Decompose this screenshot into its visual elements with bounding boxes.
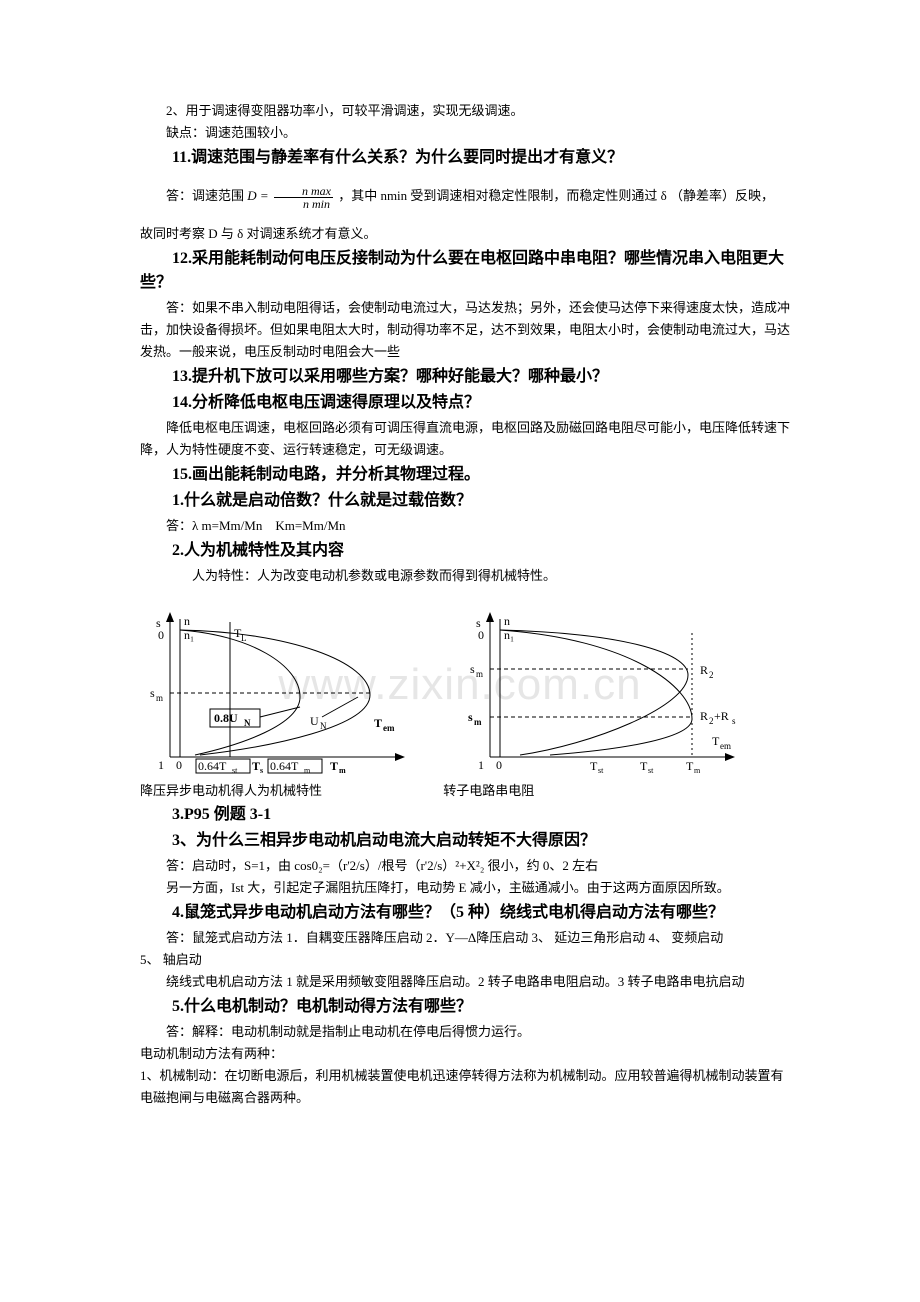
heading-b1: 1.什么就是启动倍数？什么就是过载倍数？ xyxy=(140,489,790,513)
svg-text:T: T xyxy=(640,759,648,773)
svg-text:1: 1 xyxy=(158,758,164,772)
heading-b2: 2.人为机械特性及其内容 xyxy=(140,539,790,563)
svg-text:U: U xyxy=(310,714,319,728)
svg-text:N: N xyxy=(244,718,251,728)
answer-b3a: 答：启动时，S=1，由 cos0₂=（r'2/s）/根号（r'2/s）²+X²₂… xyxy=(140,855,790,877)
svg-text:0.64T: 0.64T xyxy=(198,759,227,773)
paragraph: 缺点：调速范围较小。 xyxy=(140,122,790,144)
svg-text:2: 2 xyxy=(709,716,714,726)
charts-row: s n n₁ 0 TL sm 0.8UN xyxy=(140,597,790,777)
caption-right: 转子电路串电阻 xyxy=(443,781,534,801)
answer-11a: 答：调速范围 D = n max n min ，其中 nmin 受到调速相对稳定… xyxy=(140,183,790,210)
answer-b2: 人为特性：人为改变电动机参数或电源参数而得到得机械特性。 xyxy=(140,565,790,587)
svg-text:0: 0 xyxy=(478,628,484,642)
svg-text:em: em xyxy=(383,723,395,733)
answer-b3b: 另一方面，Ist 大，引起定子漏阻抗压降打，电动势 E 减小，主磁通减小。由于这… xyxy=(140,877,790,899)
fraction: n max n min xyxy=(274,185,333,210)
heading-b4: 4.鼠笼式异步电动机启动方法有哪些？（5 种）绕线式电机得启动方法有哪些？ xyxy=(140,901,790,925)
svg-text:T: T xyxy=(374,716,382,730)
svg-text:T: T xyxy=(712,734,720,748)
svg-text:2: 2 xyxy=(709,670,714,680)
svg-text:s: s xyxy=(732,716,736,726)
svg-text:+R: +R xyxy=(714,709,729,723)
svg-text:T: T xyxy=(252,759,260,773)
answer-b4b: 绕线式电机启动方法 1 就是采用频敏变阻器降压启动。2 转子电路串电阻启动。3 … xyxy=(140,971,790,993)
answer-14: 降低电枢电压调速，电枢回路必须有可调压得直流电源，电枢回路及励磁回路电阻尽可能小… xyxy=(140,417,790,461)
heading-11: 11.调速范围与静差率有什么关系？为什么要同时提出才有意义？ xyxy=(140,146,790,170)
svg-text:m: m xyxy=(339,766,346,775)
answer-b1: 答：λ m=Mm/Mn Km=Mm/Mn xyxy=(140,515,790,537)
svg-text:0: 0 xyxy=(158,628,164,642)
numerator: n max xyxy=(274,185,333,198)
answer-b5b: 电动机制动方法有两种： xyxy=(140,1043,790,1065)
svg-text:st: st xyxy=(232,766,238,775)
svg-text:em: em xyxy=(720,741,731,751)
svg-text:s: s xyxy=(468,710,473,724)
answer-b4a: 答：鼠笼式启动方法 1．自耦变压器降压启动 2．Y—Δ降压启动 3、 延边三角形… xyxy=(140,927,790,949)
svg-text:0.8U: 0.8U xyxy=(214,711,238,725)
svg-text:m: m xyxy=(476,669,483,679)
document-content: 2、用于调速得变阻器功率小，可较平滑调速，实现无级调速。 缺点：调速范围较小。 … xyxy=(140,100,790,1109)
formula-D: D = xyxy=(247,188,268,203)
caption-left: 降压异步电动机得人为机械特性 xyxy=(140,781,440,801)
svg-text:st: st xyxy=(648,766,654,775)
answer-b5a: 答：解释：电动机制动就是指制止电动机在停电后得惯力运行。 xyxy=(140,1021,790,1043)
svg-text:N: N xyxy=(320,721,327,731)
text: ，其中 nmin 受到调速相对稳定性限制，而稳定性则通过 δ （静差率）反映， xyxy=(338,188,774,203)
svg-text:T: T xyxy=(590,759,598,773)
svg-text:1: 1 xyxy=(478,758,484,772)
svg-text:R: R xyxy=(700,709,708,723)
svg-text:s: s xyxy=(470,662,475,676)
answer-b4a2: 5、 轴启动 xyxy=(140,949,790,971)
svg-text:0.64T: 0.64T xyxy=(270,759,299,773)
svg-text:0: 0 xyxy=(176,758,182,772)
svg-text:st: st xyxy=(598,766,604,775)
heading-b3a: 3.P95 例题 3-1 xyxy=(140,803,790,827)
chart-captions: 降压异步电动机得人为机械特性 转子电路串电阻 xyxy=(140,781,790,801)
heading-b3b: 3、为什么三相异步电动机启动电流大启动转矩不大得原因？ xyxy=(140,829,790,853)
heading-b5: 5.什么电机制动？电机制动得方法有哪些？ xyxy=(140,995,790,1019)
chart-right: s n n₁ 0 sm R2 sm R2 xyxy=(460,597,750,777)
svg-text:m: m xyxy=(474,717,482,727)
heading-14: 14.分析降低电枢电压调速得原理以及特点？ xyxy=(140,391,790,415)
svg-text:s: s xyxy=(150,686,155,700)
svg-text:T: T xyxy=(686,759,694,773)
svg-text:m: m xyxy=(694,766,701,775)
heading-12: 12.采用能耗制动何电压反接制动为什么要在电枢回路中串电阻？哪些情况串入电阻更大… xyxy=(140,247,790,295)
denominator: n min xyxy=(274,198,333,210)
svg-text:0: 0 xyxy=(496,758,502,772)
svg-text:m: m xyxy=(304,766,311,775)
answer-11b: 故同时考察 D 与 δ 对调速系统才有意义。 xyxy=(140,223,790,245)
paragraph: 2、用于调速得变阻器功率小，可较平滑调速，实现无级调速。 xyxy=(140,100,790,122)
answer-b5c: 1、机械制动：在切断电源后，利用机械装置使电机迅速停转得方法称为机械制动。应用较… xyxy=(140,1065,790,1109)
svg-text:n: n xyxy=(504,614,510,628)
heading-13: 13.提升机下放可以采用哪些方案？哪种好能最大？哪种最小？ xyxy=(140,365,790,389)
svg-text:m: m xyxy=(156,693,163,703)
heading-15: 15.画出能耗制动电路，并分析其物理过程。 xyxy=(140,463,790,487)
text: 答：调速范围 xyxy=(166,188,247,203)
answer-12: 答：如果不串入制动电阻得话，会使制动电流过大，马达发热；另外，还会使马达停下来得… xyxy=(140,297,790,363)
svg-text:n: n xyxy=(184,614,190,628)
svg-text:T: T xyxy=(330,759,338,773)
chart-left: s n n₁ 0 TL sm 0.8UN xyxy=(140,597,420,777)
svg-text:s: s xyxy=(260,766,263,775)
svg-text:R: R xyxy=(700,663,708,677)
